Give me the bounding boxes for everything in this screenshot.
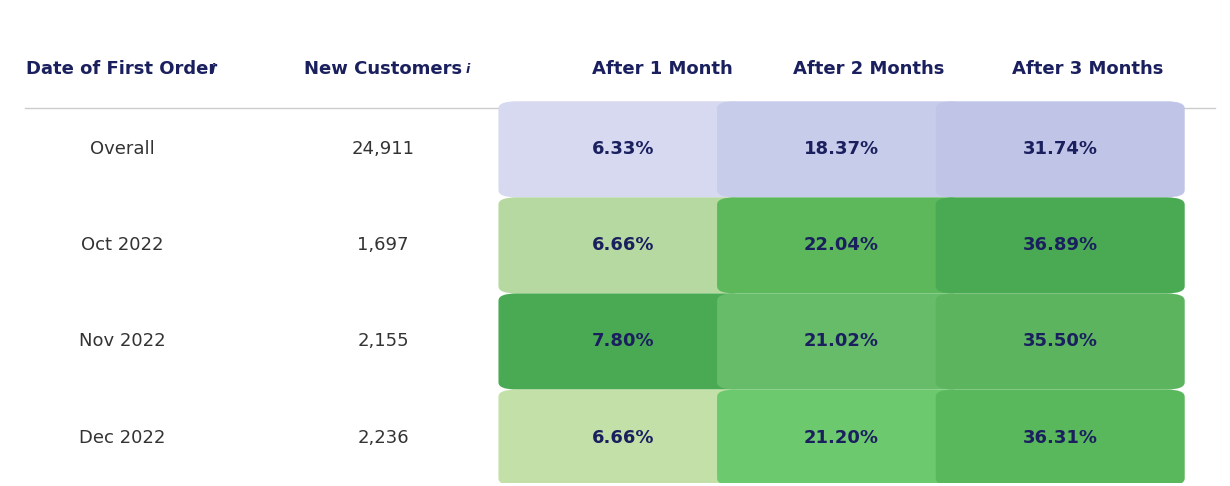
Text: 21.20%: 21.20% <box>804 429 879 447</box>
FancyBboxPatch shape <box>936 294 1184 390</box>
Text: 7.80%: 7.80% <box>592 332 654 350</box>
FancyBboxPatch shape <box>498 390 748 486</box>
FancyBboxPatch shape <box>936 197 1184 294</box>
Text: 35.50%: 35.50% <box>1022 332 1097 350</box>
Text: Overall: Overall <box>90 140 154 158</box>
Text: After 1 Month: After 1 Month <box>592 60 733 78</box>
Text: 36.31%: 36.31% <box>1022 429 1097 447</box>
FancyBboxPatch shape <box>717 197 966 294</box>
Text: 6.66%: 6.66% <box>592 236 654 254</box>
Text: Dec 2022: Dec 2022 <box>79 429 165 447</box>
Text: 2,236: 2,236 <box>357 429 408 447</box>
FancyBboxPatch shape <box>717 101 966 197</box>
Text: 21.02%: 21.02% <box>804 332 879 350</box>
FancyBboxPatch shape <box>498 294 748 390</box>
FancyBboxPatch shape <box>936 390 1184 486</box>
FancyBboxPatch shape <box>717 294 966 390</box>
Text: 22.04%: 22.04% <box>804 236 879 254</box>
FancyBboxPatch shape <box>498 101 748 197</box>
FancyBboxPatch shape <box>498 197 748 294</box>
Text: 6.33%: 6.33% <box>592 140 654 158</box>
Text: 2,155: 2,155 <box>357 332 408 350</box>
Text: After 2 Months: After 2 Months <box>793 60 945 78</box>
Text: Date of First Order: Date of First Order <box>26 60 218 78</box>
Text: 31.74%: 31.74% <box>1022 140 1097 158</box>
Text: Oct 2022: Oct 2022 <box>81 236 164 254</box>
Text: 24,911: 24,911 <box>352 140 415 158</box>
Text: After 3 Months: After 3 Months <box>1012 60 1164 78</box>
Text: i: i <box>466 63 470 76</box>
FancyBboxPatch shape <box>936 101 1184 197</box>
Text: 1,697: 1,697 <box>358 236 408 254</box>
FancyBboxPatch shape <box>717 390 966 486</box>
Text: 18.37%: 18.37% <box>804 140 879 158</box>
Text: New Customers: New Customers <box>304 60 462 78</box>
Text: 6.66%: 6.66% <box>592 429 654 447</box>
Text: 36.89%: 36.89% <box>1022 236 1098 254</box>
Text: Nov 2022: Nov 2022 <box>79 332 165 350</box>
Text: i: i <box>210 63 215 76</box>
